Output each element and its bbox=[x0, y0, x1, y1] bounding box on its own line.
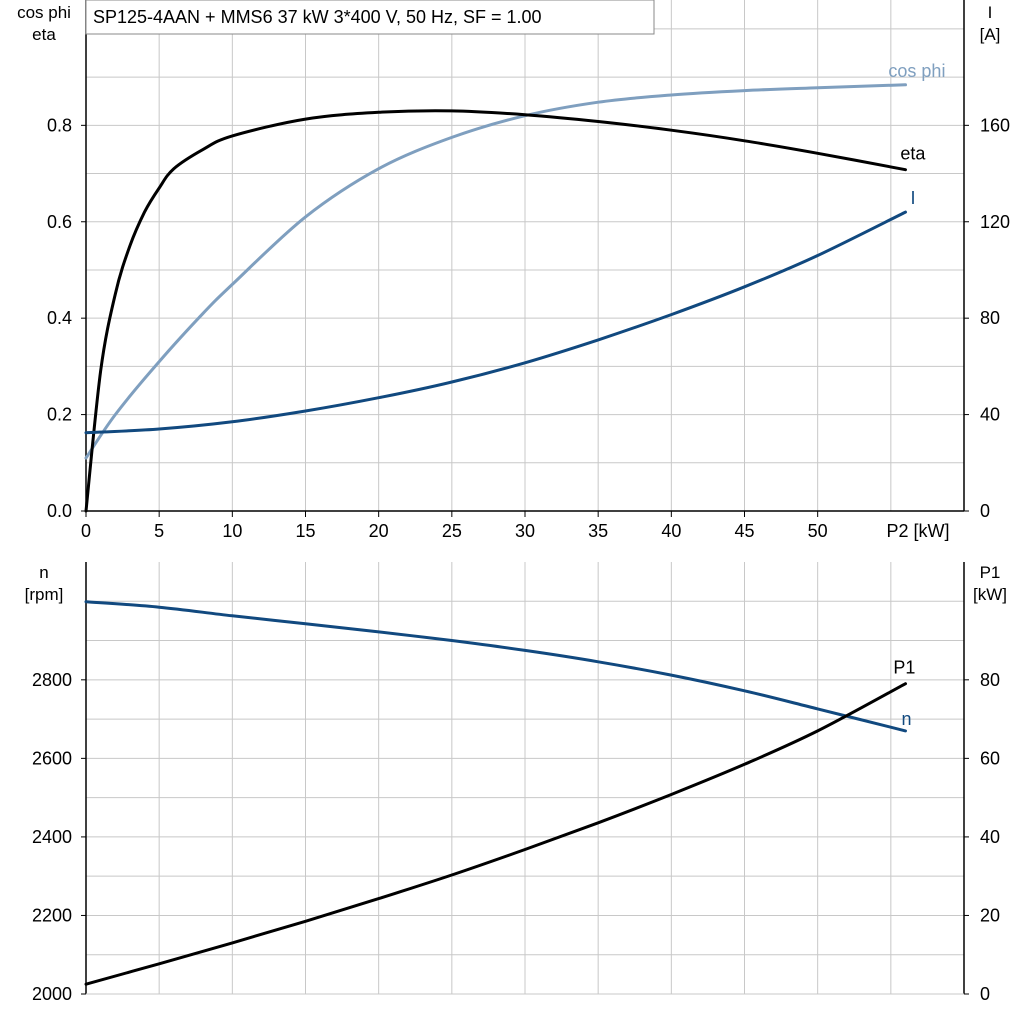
series-label-n: n bbox=[901, 709, 911, 729]
bottom-panel: 2000 2200 2400 2600 2800 0 20 40 60 80 n [rpm] P1 [kW… bbox=[25, 562, 1007, 1004]
left-tick-label: 2800 bbox=[32, 670, 72, 690]
top-panel: 0.0 0.2 0.4 0.6 0.8 0 40 80 120 160 0 5 10 15 20 25 30 35… bbox=[17, 0, 1010, 541]
right-axis-title: I [A] bbox=[980, 3, 1001, 44]
right-tick-label: 0 bbox=[980, 984, 990, 1004]
series-line-cos-phi bbox=[84, 83, 907, 460]
series-label-eta: eta bbox=[900, 144, 926, 164]
right-tick-label: 0 bbox=[980, 501, 990, 521]
right-tick-label: 40 bbox=[980, 405, 1000, 425]
x-tick-label: 35 bbox=[588, 521, 608, 541]
right-tick-label: 160 bbox=[980, 115, 1010, 135]
x-tick-label: 20 bbox=[369, 521, 389, 541]
right-tick-label: 60 bbox=[980, 748, 1000, 768]
left-tick-label: 2200 bbox=[32, 905, 72, 925]
left-axis-title: cos phi eta bbox=[17, 3, 71, 44]
left-axis-title-line: eta bbox=[32, 25, 56, 44]
series-label-i: I bbox=[910, 188, 915, 208]
grid bbox=[86, 562, 964, 994]
right-tick-label: 80 bbox=[980, 308, 1000, 328]
x-tick-label: 0 bbox=[81, 521, 91, 541]
right-axis-title-line: P1 bbox=[980, 563, 1001, 582]
x-tick-label: 30 bbox=[515, 521, 535, 541]
series-line-n bbox=[84, 600, 907, 733]
grid bbox=[86, 0, 964, 511]
left-tick-label: 0.8 bbox=[47, 115, 72, 135]
right-axis-title-line: [kW] bbox=[973, 585, 1007, 604]
series-line-p1 bbox=[84, 682, 907, 986]
left-tick-label: 2000 bbox=[32, 984, 72, 1004]
x-tick-label: 45 bbox=[734, 521, 754, 541]
left-tick-label: 2600 bbox=[32, 748, 72, 768]
right-tick-label: 40 bbox=[980, 827, 1000, 847]
title-box-frame bbox=[85, 0, 655, 35]
right-tick-label: 20 bbox=[980, 905, 1000, 925]
left-axis-title: n [rpm] bbox=[25, 563, 64, 604]
x-tick-label: 15 bbox=[295, 521, 315, 541]
left-tick-label: 0.4 bbox=[47, 308, 72, 328]
right-axis-title-line: [A] bbox=[980, 25, 1001, 44]
left-tick-label: 0.0 bbox=[47, 501, 72, 521]
left-axis-title-line: n bbox=[39, 563, 48, 582]
chart-title: SP125-4AAN + MMS6 37 kW 3*400 V, 50 Hz, … bbox=[93, 7, 542, 27]
right-axis-title: P1 [kW] bbox=[973, 563, 1007, 604]
x-tick-label: 40 bbox=[661, 521, 681, 541]
left-axis-title-line: [rpm] bbox=[25, 585, 64, 604]
right-tick-label: 120 bbox=[980, 212, 1010, 232]
series-line-eta bbox=[84, 109, 907, 513]
title-box: SP125-4AAN + MMS6 37 kW 3*400 V, 50 Hz, … bbox=[85, 0, 655, 35]
series-label-cos-phi: cos phi bbox=[888, 61, 945, 81]
x-tick-label: 5 bbox=[154, 521, 164, 541]
left-tick-label: 0.6 bbox=[47, 212, 72, 232]
right-axis-title-line: I bbox=[988, 3, 993, 22]
x-axis-title: P2 [kW] bbox=[886, 521, 949, 541]
left-axis-title-line: cos phi bbox=[17, 3, 71, 22]
series-label-p1: P1 bbox=[893, 658, 915, 678]
right-tick-label: 80 bbox=[980, 670, 1000, 690]
series-line-i bbox=[84, 210, 907, 435]
x-tick-label: 10 bbox=[222, 521, 242, 541]
x-tick-label: 50 bbox=[808, 521, 828, 541]
left-tick-label: 0.2 bbox=[47, 405, 72, 425]
x-tick-label: 25 bbox=[442, 521, 462, 541]
left-tick-label: 2400 bbox=[32, 827, 72, 847]
